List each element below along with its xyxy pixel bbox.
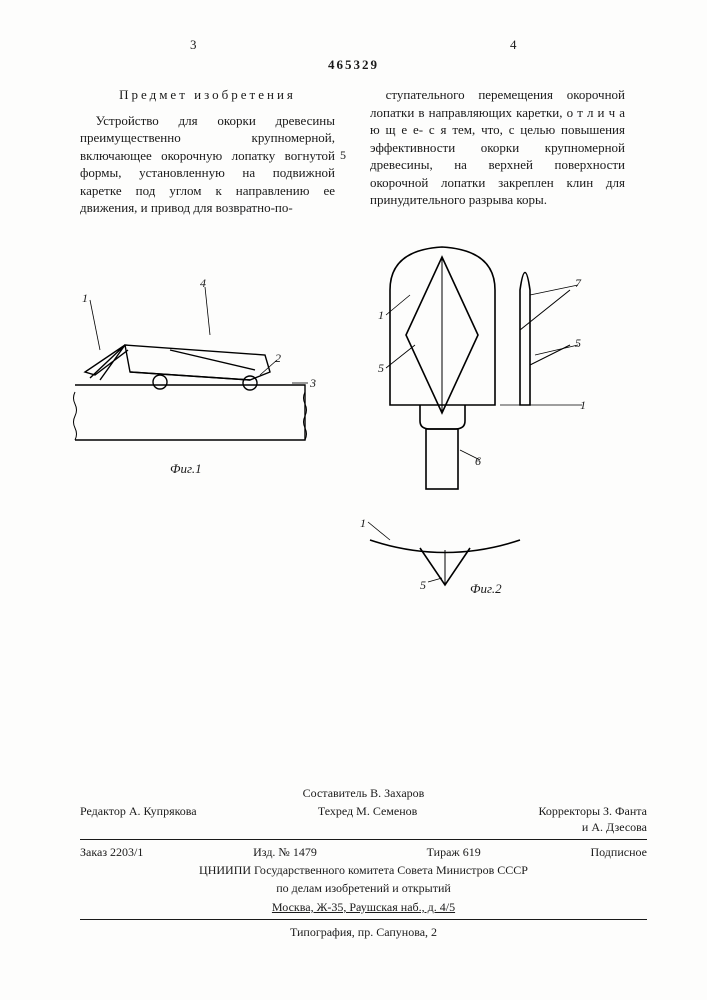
subject-heading: Предмет изобретения	[80, 86, 335, 104]
footer-proof2: и А. Дзесова	[538, 819, 647, 835]
right-column-text: ступательного перемещения окорочной лопа…	[370, 86, 625, 209]
left-column-text: Устройство для окорки древесины преимуще…	[80, 112, 335, 217]
footer-compiler: Составитель В. Захаров	[80, 785, 647, 801]
topview-leadlines	[360, 235, 620, 515]
footer: Составитель В. Захаров Редактор А. Купря…	[80, 783, 647, 941]
footer-typo: Типография, пр. Сапунова, 2	[80, 924, 647, 940]
footer-org2: по делам изобретений и открытий	[80, 880, 647, 896]
figures-area: 1 4 2 3 Фиг.1	[60, 235, 620, 635]
footer-signed: Подписное	[590, 844, 647, 860]
fig1-leadlines	[60, 235, 340, 455]
page-number-right: 4	[510, 36, 517, 54]
footer-addr: Москва, Ж-35, Раушская наб., д. 4/5	[80, 899, 647, 915]
left-column: Предмет изобретения Устройство для окорк…	[80, 86, 335, 217]
fig2-label: Фиг.2	[470, 580, 502, 598]
footer-proof: Корректоры З. Фанта	[538, 803, 647, 819]
footer-teched: Техред М. Семенов	[318, 803, 417, 835]
footer-order: Заказ 2203/1	[80, 844, 143, 860]
fig1-label: Фиг.1	[170, 460, 202, 478]
line-number-5: 5	[340, 147, 346, 163]
footer-tirage: Тираж 619	[427, 844, 481, 860]
footer-org1: ЦНИИПИ Государственного комитета Совета …	[80, 862, 647, 878]
page: 3 4 465329 Предмет изобретения Устройств…	[0, 0, 707, 1000]
footer-editor: Редактор А. Купрякова	[80, 803, 197, 835]
document-number: 465329	[0, 56, 707, 74]
cross-leadlines	[350, 510, 550, 610]
right-column: ступательного перемещения окорочной лопа…	[370, 86, 625, 209]
footer-issue: Изд. № 1479	[253, 844, 317, 860]
page-number-left: 3	[190, 36, 197, 54]
